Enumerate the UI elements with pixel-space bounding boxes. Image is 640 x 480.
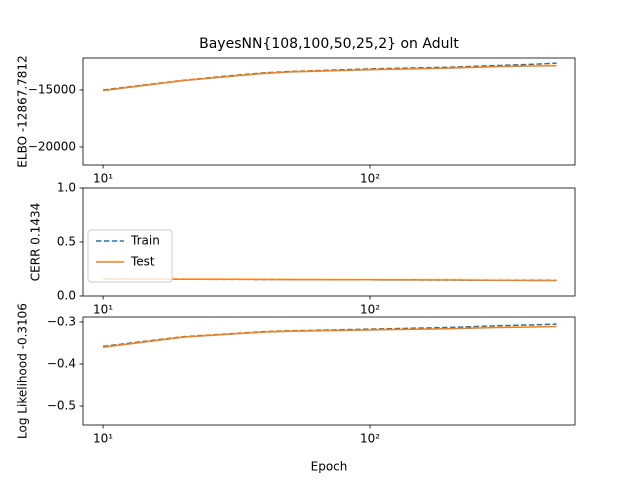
y-axis-label: Log Likelihood -0.3106 [16, 303, 30, 439]
y-tick-label: −15000 [28, 82, 76, 96]
y-tick-label: −20000 [28, 139, 76, 153]
y-tick-label: 0.0 [57, 289, 76, 303]
line-series [102, 325, 557, 348]
y-tick-label: 1.0 [57, 181, 76, 195]
line-series [103, 277, 557, 282]
legend-label: Test [130, 255, 155, 269]
x-tick-label: 10¹ [93, 432, 113, 446]
x-axis-label: Epoch [311, 460, 348, 474]
line-series [102, 64, 557, 92]
axes-frame [82, 57, 576, 166]
chart-title: BayesNN{108,100,50,25,2} on Adult [199, 36, 459, 52]
legend-box [87, 229, 173, 283]
y-tick-label: −0.4 [47, 357, 76, 371]
legend-label: Train [130, 234, 160, 248]
x-tick-label: 10¹ [93, 303, 113, 317]
x-tick-label: 10² [360, 303, 380, 317]
y-axis-label: ELBO -12867.7812 [16, 55, 30, 167]
y-tick-label: 0.5 [57, 235, 76, 249]
y-tick-label: −0.5 [47, 399, 76, 413]
legend: Train Test [87, 229, 173, 283]
x-tick-label: 10¹ [93, 172, 113, 186]
y-tick-label: −0.3 [47, 314, 76, 328]
axes-frame [82, 316, 576, 426]
x-tick-label: 10² [360, 432, 380, 446]
y-axis-label: CERR 0.1434 [29, 203, 43, 281]
x-tick-label: 10² [360, 172, 380, 186]
